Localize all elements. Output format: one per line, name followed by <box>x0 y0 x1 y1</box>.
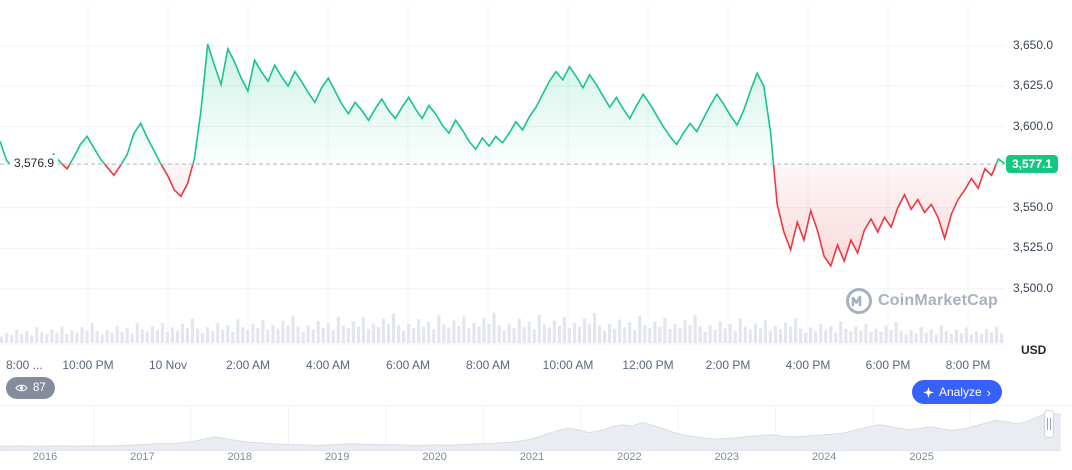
time-tick-label: 2:00 AM <box>225 358 271 372</box>
time-tick-label: 8:00 AM <box>465 358 511 372</box>
time-tick-label: 10 Nov <box>148 358 188 372</box>
time-tick-label: 10:00 PM <box>62 358 114 372</box>
time-tick-label: 6:00 PM <box>865 358 911 372</box>
previous-close-label: 3,576.9 <box>10 155 59 172</box>
timeline-brush-handle[interactable] <box>1044 410 1054 438</box>
timeline-year-label: 2016 <box>32 451 58 463</box>
coinmarketcap-watermark: CoinMarketCap <box>846 288 998 314</box>
timeline-years: 2016 2017 2018 2019 2020 2021 2022 2023 2024 2025 <box>0 451 1072 469</box>
timeline-year-label: 2024 <box>811 451 837 463</box>
price-tick-label: 3,550.0 <box>1013 199 1054 214</box>
price-tick-label: 3,525.0 <box>1013 240 1054 255</box>
analyze-label: Analyze <box>938 385 982 399</box>
time-tick-label: 8:00 ... <box>6 358 43 372</box>
timeline-year-label: 2018 <box>227 451 253 463</box>
current-price-badge: 3,577.1 <box>1006 154 1059 173</box>
price-chart-canvas <box>0 4 1005 345</box>
price-axis: 3,650.0 3,625.0 3,600.0 3,550.0 3,525.0 3,500… <box>1005 0 1072 362</box>
timeline-year-label: 2025 <box>909 451 934 463</box>
time-axis: 8:00 ... 10:00 PM 10 Nov 2:00 AM 4:00 AM 6:00… <box>0 358 1005 376</box>
currency-label: USD <box>1021 343 1047 357</box>
time-tick-label: 4:00 PM <box>785 358 831 372</box>
eye-icon <box>15 384 28 392</box>
sparkle-icon <box>922 386 934 398</box>
timeline-year-label: 2023 <box>714 451 740 463</box>
chevron-right-icon: › <box>986 384 991 400</box>
price-tick-label: 3,500.0 <box>1013 280 1054 295</box>
timeline-year-label: 2021 <box>519 451 545 463</box>
timeline-year-label: 2022 <box>617 451 642 463</box>
timeline-year-label: 2019 <box>324 451 350 463</box>
coinmarketcap-logo-icon <box>846 288 872 314</box>
timeline-range-selector[interactable] <box>0 405 1072 452</box>
time-tick-label: 10:00 AM <box>542 358 594 372</box>
time-tick-label: 12:00 PM <box>622 358 674 372</box>
time-tick-label: 4:00 AM <box>305 358 351 372</box>
timeline-year-label: 2017 <box>130 451 155 463</box>
time-tick-label: 8:00 PM <box>945 358 991 372</box>
watchers-count: 87 <box>33 382 46 394</box>
price-tick-label: 3,600.0 <box>1013 118 1054 133</box>
timeline-year-label: 2020 <box>422 451 447 463</box>
price-tick-label: 3,625.0 <box>1013 78 1054 93</box>
timeline-mini-chart <box>0 406 1061 452</box>
watchers-badge: 87 <box>6 377 55 399</box>
time-tick-label: 2:00 PM <box>705 358 751 372</box>
watermark-text: CoinMarketCap <box>878 292 998 309</box>
price-chart-plot[interactable]: 3,576.9 <box>0 0 1005 345</box>
time-tick-label: 6:00 AM <box>385 358 431 372</box>
price-tick-label: 3,650.0 <box>1013 37 1054 52</box>
analyze-button[interactable]: Analyze › <box>911 380 1002 404</box>
